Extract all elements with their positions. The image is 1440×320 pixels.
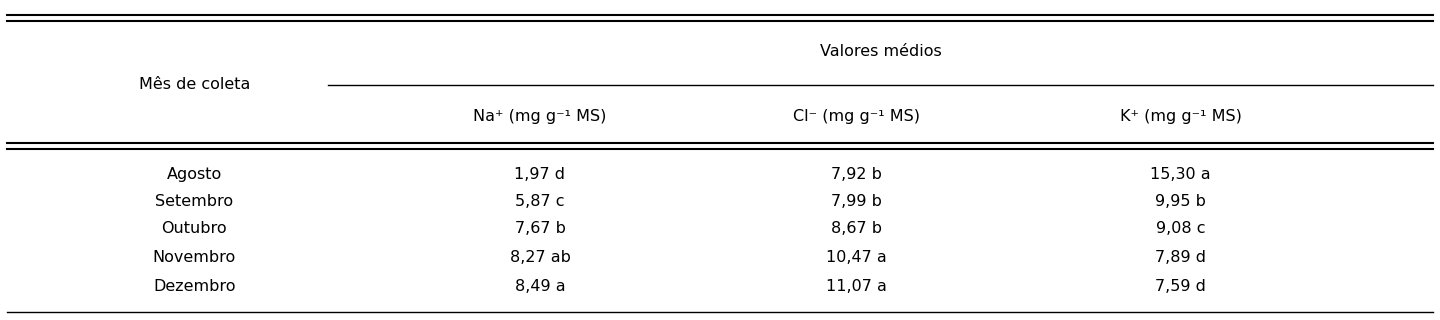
Text: 5,87 c: 5,87 c xyxy=(516,194,564,209)
Text: 9,08 c: 9,08 c xyxy=(1156,221,1205,236)
Text: 7,99 b: 7,99 b xyxy=(831,194,883,209)
Text: 11,07 a: 11,07 a xyxy=(827,279,887,294)
Text: 9,95 b: 9,95 b xyxy=(1155,194,1207,209)
Text: Na⁺ (mg g⁻¹ MS): Na⁺ (mg g⁻¹ MS) xyxy=(474,109,606,124)
Text: 8,67 b: 8,67 b xyxy=(831,221,883,236)
Text: 7,59 d: 7,59 d xyxy=(1155,279,1207,294)
Text: 15,30 a: 15,30 a xyxy=(1151,167,1211,182)
Text: Setembro: Setembro xyxy=(156,194,233,209)
Text: 10,47 a: 10,47 a xyxy=(827,250,887,265)
Text: 7,92 b: 7,92 b xyxy=(831,167,883,182)
Text: 8,49 a: 8,49 a xyxy=(514,279,566,294)
Text: Valores médios: Valores médios xyxy=(819,44,942,59)
Text: Mês de coleta: Mês de coleta xyxy=(138,77,251,92)
Text: Agosto: Agosto xyxy=(167,167,222,182)
Text: 7,89 d: 7,89 d xyxy=(1155,250,1207,265)
Text: 1,97 d: 1,97 d xyxy=(514,167,566,182)
Text: Dezembro: Dezembro xyxy=(153,279,236,294)
Text: K⁺ (mg g⁻¹ MS): K⁺ (mg g⁻¹ MS) xyxy=(1120,109,1241,124)
Text: Novembro: Novembro xyxy=(153,250,236,265)
Text: 7,67 b: 7,67 b xyxy=(514,221,566,236)
Text: Cl⁻ (mg g⁻¹ MS): Cl⁻ (mg g⁻¹ MS) xyxy=(793,109,920,124)
Text: 8,27 ab: 8,27 ab xyxy=(510,250,570,265)
Text: Outubro: Outubro xyxy=(161,221,228,236)
